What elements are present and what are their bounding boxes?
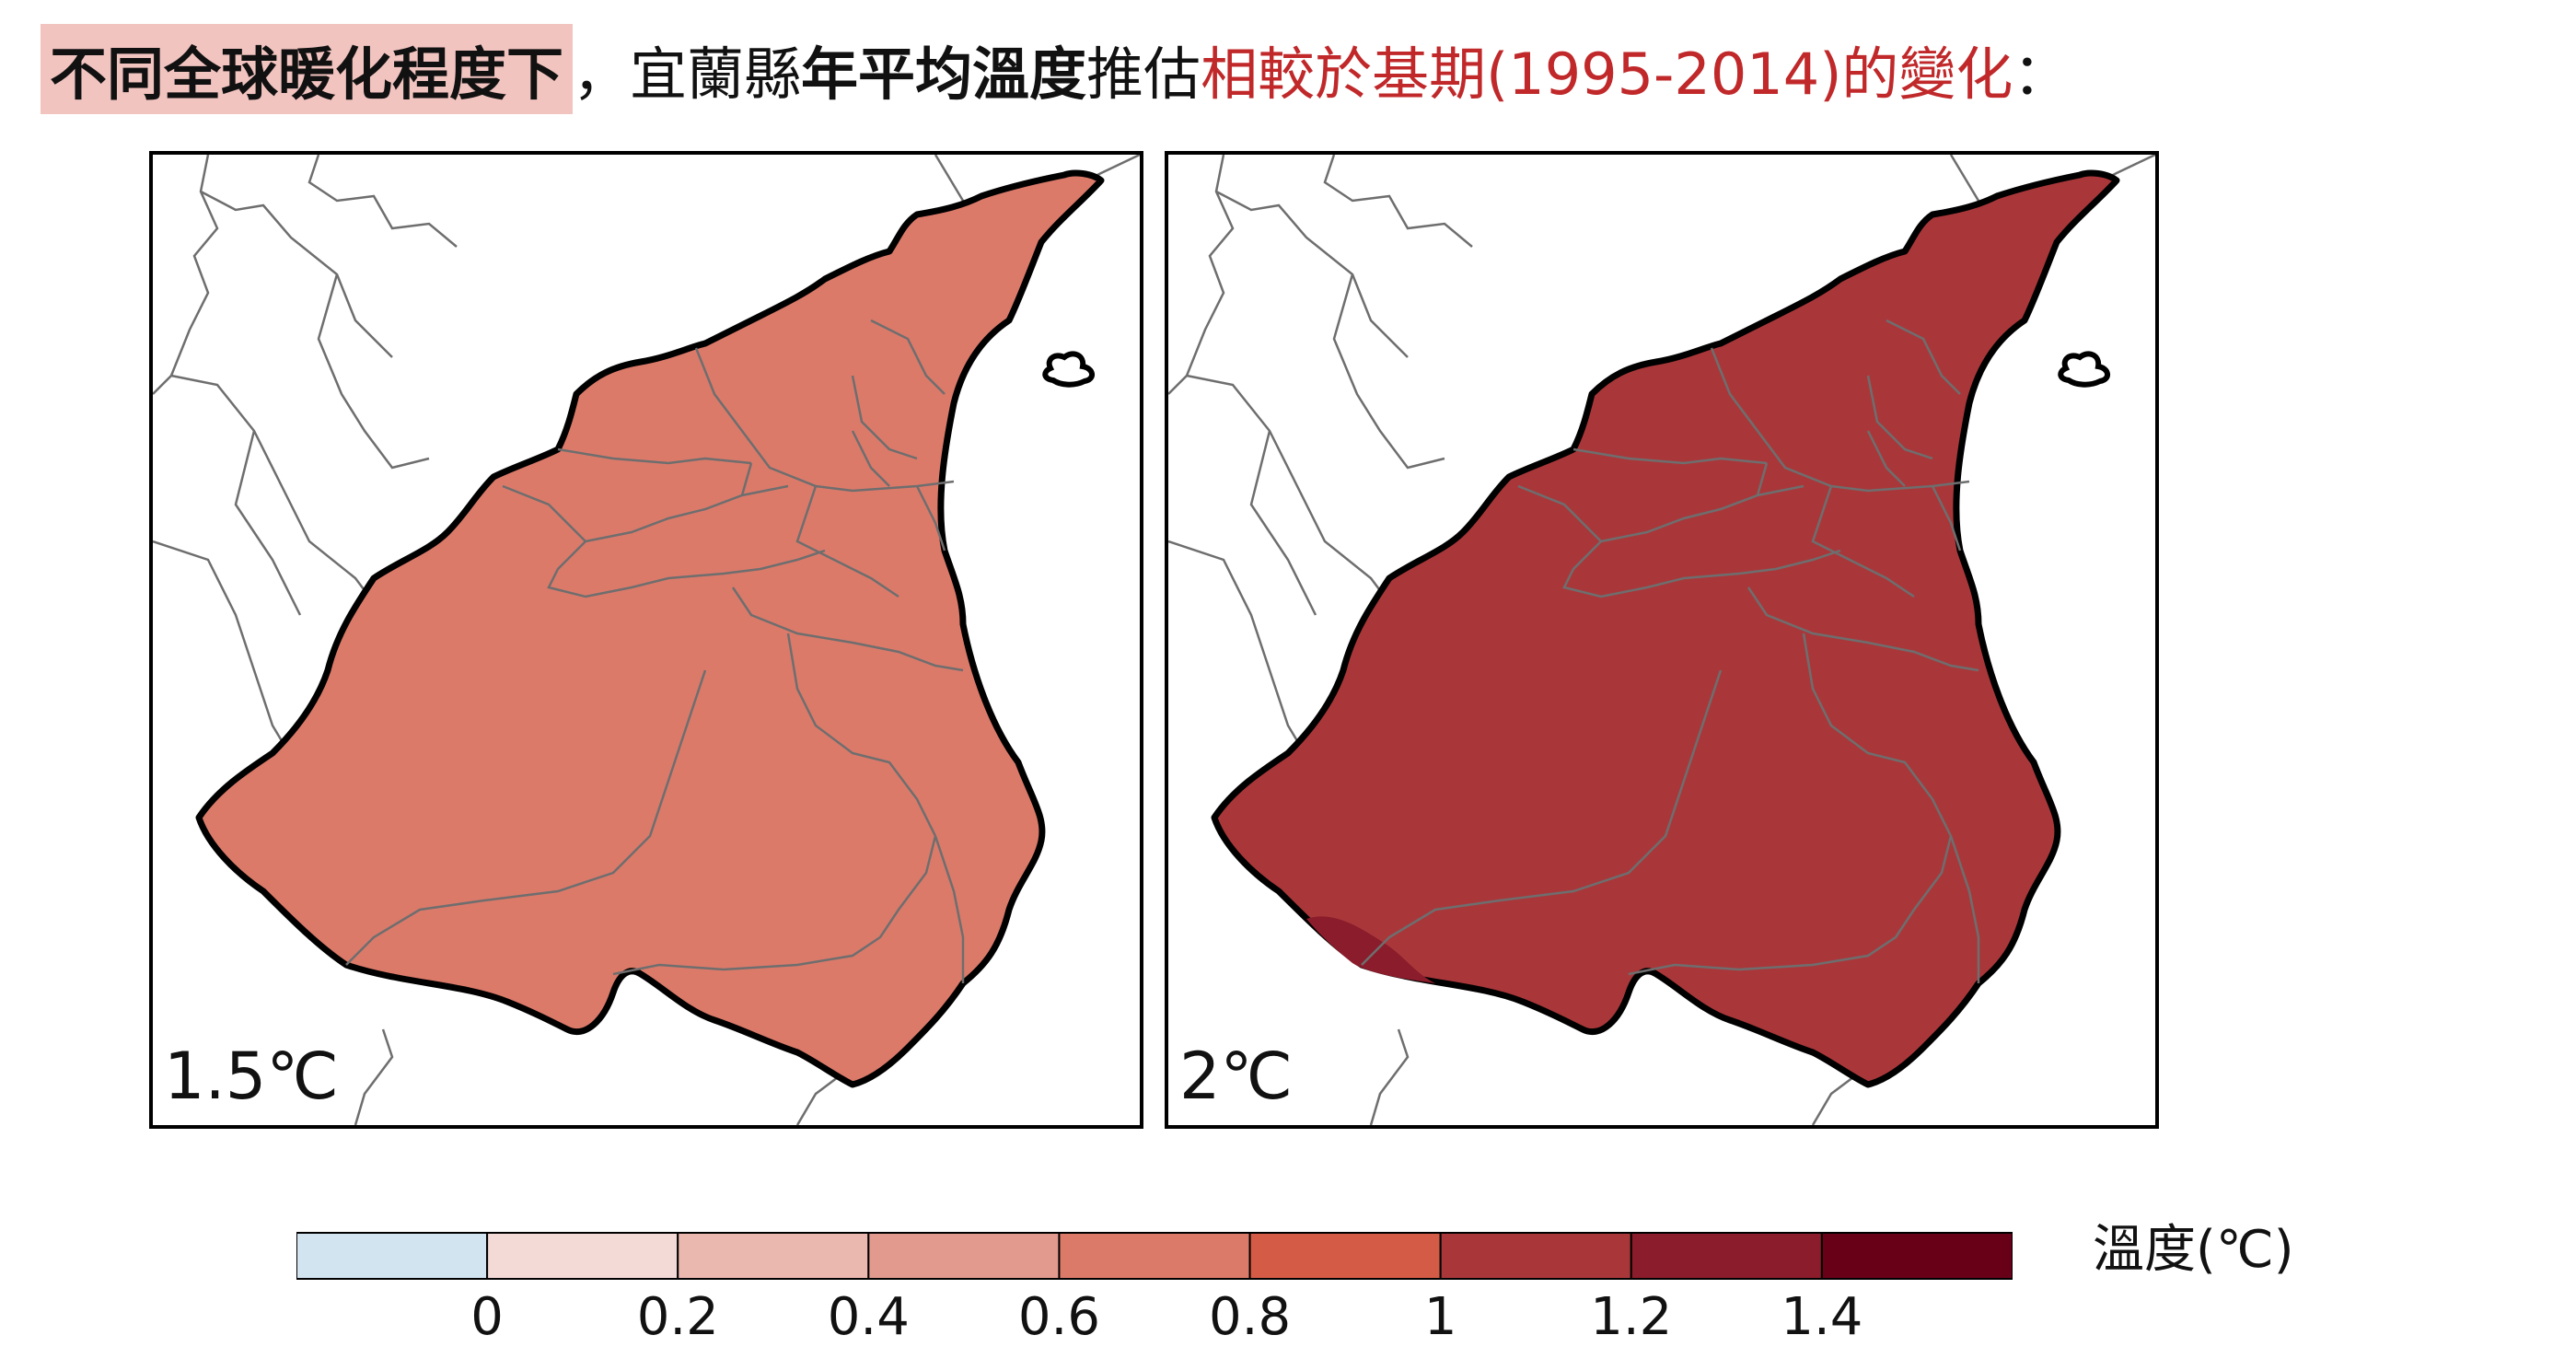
township-boundaries: [345, 319, 965, 983]
neighbor-boundaries: [153, 155, 1140, 1125]
yilan-county-region: [195, 169, 1105, 1088]
title-red: 相較於基期(1995-2014)的變化: [1201, 41, 2013, 108]
warmest-patch: [1306, 916, 1435, 983]
map-panel-1-5c: 1.5℃: [149, 151, 1143, 1129]
title-part1: ，宜蘭縣: [573, 41, 802, 108]
legend-tick-label: 1: [1423, 1287, 1457, 1347]
legend-swatch-4: [1058, 1232, 1251, 1280]
title-part2: 推估: [1086, 41, 1201, 108]
legend-swatch-0: [296, 1232, 489, 1280]
legend-tick-label: 0.2: [636, 1287, 719, 1347]
legend-title: 溫度(℃): [2093, 1220, 2294, 1280]
title-end: ：: [2013, 41, 2071, 108]
island-outline: [2058, 351, 2110, 388]
legend-swatch-3: [867, 1232, 1061, 1280]
legend-tick-label: 0.8: [1209, 1287, 1292, 1347]
title-bold: 年平均溫度: [801, 41, 1087, 108]
legend-tick-label: 0.4: [827, 1287, 910, 1347]
yilan-county-region: [1211, 169, 2120, 1088]
legend-swatch-8: [1820, 1232, 2013, 1280]
legend-tick-label: 0: [470, 1287, 504, 1347]
legend-swatch-7: [1630, 1232, 1823, 1280]
legend-tick-label: 1.2: [1590, 1287, 1673, 1347]
legend-tick-label: 1.4: [1781, 1287, 1863, 1347]
figure-title: 不同全球暖化程度下 ，宜蘭縣 年平均溫度 推估 相較於基期(1995-2014)…: [41, 24, 2071, 114]
legend-swatch-2: [677, 1232, 870, 1280]
color-legend: [296, 1232, 2013, 1280]
township-boundaries: [1361, 319, 1980, 983]
warming-level-label: 1.5℃: [164, 1039, 339, 1114]
legend-swatch-5: [1248, 1232, 1442, 1280]
map-panel-2c: 2℃: [1165, 151, 2159, 1129]
legend-swatch-6: [1439, 1232, 1632, 1280]
title-highlight: 不同全球暖化程度下: [41, 24, 574, 114]
map-2c: [1168, 155, 2155, 1125]
legend-swatch-1: [486, 1232, 679, 1280]
neighbor-boundaries: [1168, 155, 2155, 1125]
map-1-5c: [153, 155, 1140, 1125]
island-outline: [1042, 351, 1095, 388]
warming-level-label: 2℃: [1179, 1039, 1294, 1114]
legend-tick-label: 0.6: [1017, 1287, 1100, 1347]
